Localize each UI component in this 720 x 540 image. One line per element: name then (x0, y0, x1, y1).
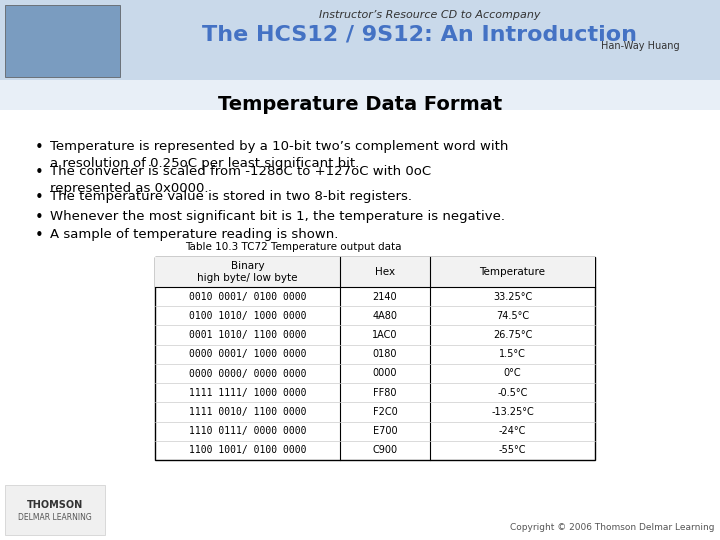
Text: Han-Way Huang: Han-Way Huang (601, 41, 680, 51)
Text: 0°C: 0°C (504, 368, 521, 379)
Text: 0000 0000/ 0000 0000: 0000 0000/ 0000 0000 (189, 368, 306, 379)
FancyBboxPatch shape (5, 5, 120, 77)
FancyBboxPatch shape (5, 485, 105, 535)
Text: Copyright © 2006 Thomson Delmar Learning: Copyright © 2006 Thomson Delmar Learning (510, 523, 715, 532)
Text: Temperature is represented by a 10-bit two’s complement word with
a resolution o: Temperature is represented by a 10-bit t… (50, 140, 508, 170)
Text: 74.5°C: 74.5°C (496, 311, 529, 321)
Text: Temperature: Temperature (480, 267, 546, 277)
Text: 1111 0010/ 1100 0000: 1111 0010/ 1100 0000 (189, 407, 306, 417)
Text: •: • (35, 210, 44, 225)
Text: 1100 1001/ 0100 0000: 1100 1001/ 0100 0000 (189, 446, 306, 455)
Text: 4A80: 4A80 (372, 311, 397, 321)
FancyBboxPatch shape (0, 0, 720, 85)
Text: 33.25°C: 33.25°C (493, 292, 532, 302)
Text: -24°C: -24°C (499, 426, 526, 436)
Text: 0180: 0180 (373, 349, 397, 359)
FancyBboxPatch shape (0, 0, 720, 80)
Text: A sample of temperature reading is shown.: A sample of temperature reading is shown… (50, 228, 338, 241)
Text: •: • (35, 140, 44, 155)
Text: 1110 0111/ 0000 0000: 1110 0111/ 0000 0000 (189, 426, 306, 436)
Text: 0000: 0000 (373, 368, 397, 379)
Text: 0010 0001/ 0100 0000: 0010 0001/ 0100 0000 (189, 292, 306, 302)
FancyBboxPatch shape (0, 0, 720, 60)
Text: 2140: 2140 (373, 292, 397, 302)
FancyBboxPatch shape (155, 257, 595, 460)
Text: The HCS12 / 9S12: An Introduction: The HCS12 / 9S12: An Introduction (202, 25, 637, 45)
FancyBboxPatch shape (0, 80, 720, 110)
Text: The converter is scaled from -128oC to +127oC with 0oC
represented as 0x0000.: The converter is scaled from -128oC to +… (50, 165, 431, 195)
FancyBboxPatch shape (155, 257, 595, 287)
Text: 0000 0001/ 1000 0000: 0000 0001/ 1000 0000 (189, 349, 306, 359)
Text: Binary
high byte/ low byte: Binary high byte/ low byte (197, 261, 298, 283)
Text: Table 10.3 TC72 Temperature output data: Table 10.3 TC72 Temperature output data (185, 242, 402, 252)
Text: Hex: Hex (375, 267, 395, 277)
Text: -0.5°C: -0.5°C (498, 388, 528, 398)
FancyBboxPatch shape (0, 80, 720, 540)
Text: 1.5°C: 1.5°C (499, 349, 526, 359)
Text: Instructor’s Resource CD to Accompany: Instructor’s Resource CD to Accompany (319, 10, 541, 20)
Text: The temperature value is stored in two 8-bit registers.: The temperature value is stored in two 8… (50, 190, 412, 203)
Text: 0001 1010/ 1100 0000: 0001 1010/ 1100 0000 (189, 330, 306, 340)
Text: C900: C900 (372, 446, 397, 455)
Text: -55°C: -55°C (499, 446, 526, 455)
Text: Temperature Data Format: Temperature Data Format (218, 95, 502, 114)
Text: DELMAR LEARNING: DELMAR LEARNING (18, 514, 92, 523)
Text: •: • (35, 165, 44, 180)
Text: -13.25°C: -13.25°C (491, 407, 534, 417)
Text: 1AC0: 1AC0 (372, 330, 397, 340)
Text: •: • (35, 190, 44, 205)
Text: E700: E700 (373, 426, 397, 436)
Text: Whenever the most significant bit is 1, the temperature is negative.: Whenever the most significant bit is 1, … (50, 210, 505, 223)
Text: FF80: FF80 (373, 388, 397, 398)
Text: F2C0: F2C0 (373, 407, 397, 417)
Text: 0100 1010/ 1000 0000: 0100 1010/ 1000 0000 (189, 311, 306, 321)
Text: 26.75°C: 26.75°C (492, 330, 532, 340)
Text: •: • (35, 228, 44, 243)
Text: THOMSON: THOMSON (27, 500, 83, 510)
Text: 1111 1111/ 1000 0000: 1111 1111/ 1000 0000 (189, 388, 306, 398)
